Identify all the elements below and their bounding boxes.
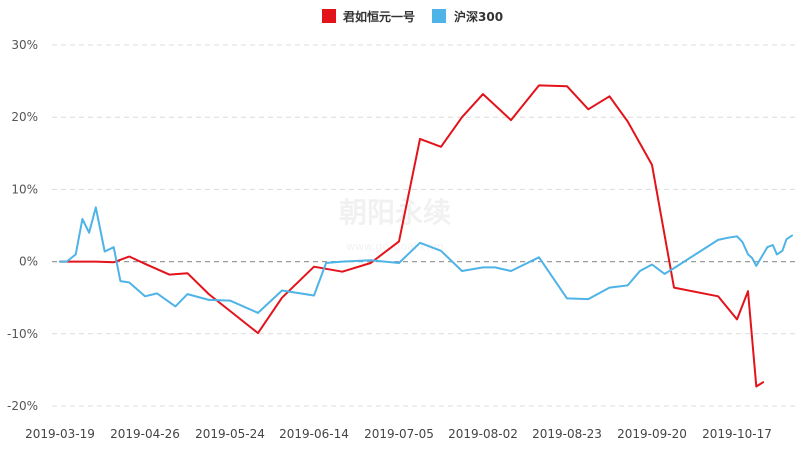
- x-tick-label: 2019-08-23: [532, 427, 602, 441]
- y-tick-label: 20%: [11, 110, 38, 124]
- x-tick-label: 2019-10-17: [702, 427, 772, 441]
- x-tick-label: 2019-06-14: [279, 427, 349, 441]
- x-tick-label: 2019-07-05: [364, 427, 434, 441]
- x-tick-label: 2019-05-24: [195, 427, 265, 441]
- legend-item-0[interactable]: 君如恒元一号: [322, 9, 415, 24]
- y-tick-label: 30%: [11, 38, 38, 52]
- y-tick-label: 0%: [19, 255, 38, 269]
- legend-swatch: [322, 9, 336, 23]
- x-tick-label: 2019-09-20: [617, 427, 687, 441]
- x-tick-label: 2019-03-19: [25, 427, 95, 441]
- x-tick-label: 2019-04-26: [110, 427, 180, 441]
- x-axis-ticks: 2019-03-19 2019-04-26 2019-05-24 2019-06-14…: [25, 427, 772, 441]
- y-tick-label: -20%: [7, 399, 38, 413]
- legend-label: 君如恒元一号: [342, 9, 415, 24]
- watermark: 朝阳永续 www.go-goal.com: [339, 196, 451, 253]
- legend-item-1[interactable]: 沪深300: [432, 9, 503, 24]
- legend-label: 沪深300: [454, 9, 503, 24]
- series-lines: [59, 84, 793, 388]
- y-axis-ticks: 30% 20% 10% 0% -10% -20%: [7, 38, 38, 413]
- y-tick-label: 10%: [11, 182, 38, 196]
- watermark-title: 朝阳永续: [339, 196, 451, 229]
- grid: [52, 44, 795, 407]
- series-line-0[interactable]: [59, 84, 765, 388]
- legend[interactable]: 君如恒元一号 沪深300: [322, 9, 503, 24]
- x-tick-label: 2019-08-02: [448, 427, 518, 441]
- y-tick-label: -10%: [7, 327, 38, 341]
- legend-swatch: [432, 9, 446, 23]
- series-line-1[interactable]: [59, 206, 793, 314]
